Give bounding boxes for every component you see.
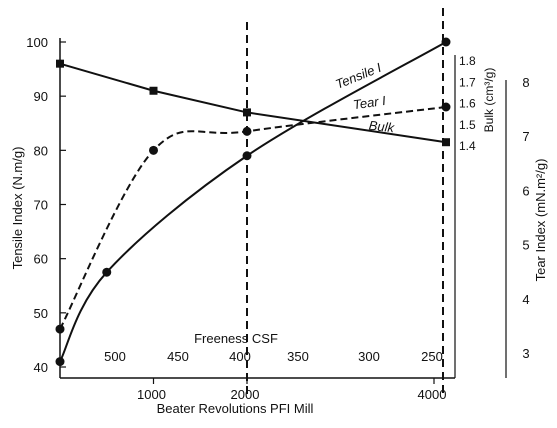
x-tick-label: 2000 (231, 387, 260, 402)
bulk-tick-label: 1.4 (459, 139, 476, 153)
y-tick-label: 90 (34, 89, 48, 104)
y-tick-label: 60 (34, 252, 48, 267)
bulk-series-line (59, 62, 447, 144)
y-tick-label: 70 (34, 198, 48, 213)
x-tick-label: 4000 (418, 387, 447, 402)
bulk-data-point (442, 138, 450, 147)
bulk-tick-label: 1.6 (459, 97, 476, 111)
bulk-data-point (149, 86, 158, 95)
freeness-tick-label: 300 (358, 349, 380, 364)
freeness-tick-label: 250 (421, 349, 443, 364)
bulk-tick-label: 1.5 (459, 118, 476, 132)
tear-i-series-line (59, 106, 447, 330)
tensile-i-data-point (441, 37, 451, 47)
axes-layer: Tensile Index (N.m/g) Bulk (cm³/g) Tear … (10, 38, 548, 416)
bulk-series-label: Bulk (368, 118, 396, 136)
x-axis-label: Beater Revolutions PFI Mill (157, 401, 314, 416)
tear-axis-label: Tear Index (mN.m²/g) (533, 159, 548, 282)
tensile-i-series-line (59, 41, 447, 363)
tear-i-data-point (55, 324, 65, 334)
tensile-i-data-point (55, 357, 65, 367)
freeness-tick-label: 500 (104, 349, 126, 364)
y-tick-label: 80 (34, 143, 48, 158)
y-tick-label: 100 (26, 35, 48, 50)
freeness-tick-label: 350 (287, 349, 309, 364)
tear-i-data-point (441, 102, 451, 112)
bulk-axis-label: Bulk (cm³/g) (482, 68, 496, 133)
bulk-data-point (56, 59, 64, 68)
tensile-i-data-point (242, 151, 252, 161)
bulk-data-point (243, 108, 251, 117)
bulk-tick-label: 1.8 (459, 54, 476, 68)
tear-tick-label: 3 (522, 346, 529, 361)
tear-i-series-label: Tear I (352, 93, 387, 112)
top-axis-label: Freeness CSF (194, 331, 278, 346)
freeness-tick-label: 400 (229, 349, 251, 364)
freeness-tick-label: 450 (167, 349, 189, 364)
y-tick-label: 50 (34, 306, 48, 321)
tear-tick-label: 7 (522, 129, 529, 144)
x-tick-label: 1000 (137, 387, 166, 402)
tear-tick-label: 6 (522, 183, 529, 198)
ticks-layer: 40 50 60 70 80 90 100 1000 2000 4000 500 450 400 350 3… (26, 8, 530, 402)
tensile-i-data-point (102, 267, 112, 277)
tear-tick-label: 8 (522, 75, 529, 90)
y-axis-label: Tensile Index (N.m/g) (10, 147, 25, 270)
tear-i-data-point (149, 145, 158, 155)
tear-i-data-point (242, 126, 252, 136)
tear-tick-label: 4 (522, 292, 529, 307)
tensile-i-series-label: Tensile I (333, 60, 383, 92)
y-tick-label: 40 (34, 360, 48, 375)
bulk-tick-label: 1.7 (459, 75, 476, 89)
tear-tick-label: 5 (522, 238, 529, 253)
